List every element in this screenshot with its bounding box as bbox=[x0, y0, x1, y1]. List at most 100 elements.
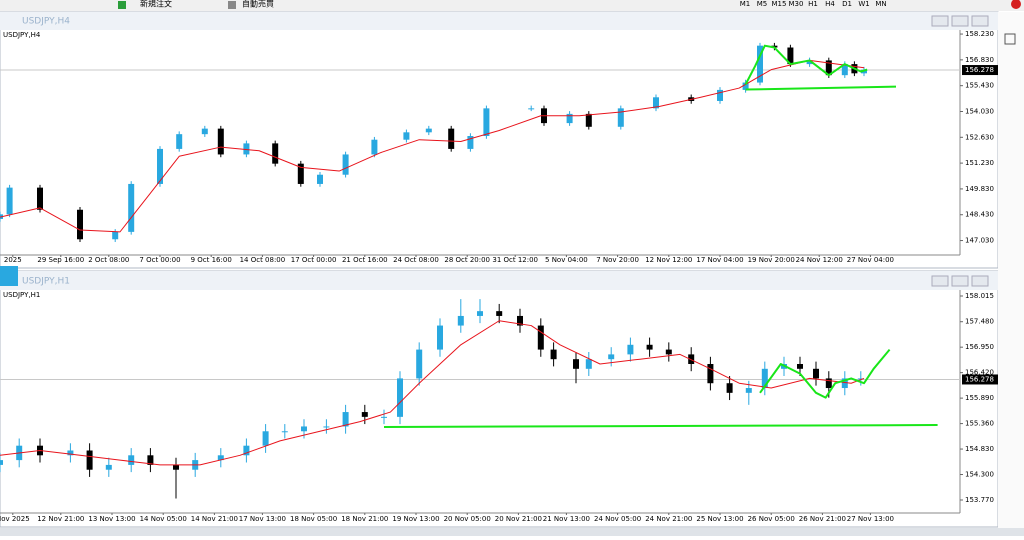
candle-body bbox=[787, 47, 794, 65]
timeframe[interactable]: M30 bbox=[789, 0, 804, 8]
alert-icon[interactable] bbox=[1011, 0, 1021, 9]
candle-body bbox=[403, 132, 410, 140]
candle-body bbox=[425, 128, 432, 133]
new-order[interactable]: 新規注文 bbox=[140, 0, 172, 9]
x-tick-label: 18 Nov 21:00 bbox=[341, 515, 388, 523]
y-tick-label: 154.030 bbox=[965, 107, 994, 115]
timeframe[interactable]: M5 bbox=[757, 0, 768, 8]
candle-body bbox=[301, 426, 307, 432]
x-tick-label: 24 Nov 21:00 bbox=[645, 515, 692, 523]
candle-body bbox=[457, 315, 464, 326]
window-h4 bbox=[0, 11, 999, 269]
x-tick-label: 7 Oct 00:00 bbox=[139, 256, 180, 264]
taskbar bbox=[0, 528, 1024, 536]
x-tick-label: 13 Nov 13:00 bbox=[88, 515, 135, 523]
y-tick-label: 156.950 bbox=[965, 343, 994, 351]
auto-trade[interactable]: 自動売買 bbox=[242, 0, 274, 9]
timeframe[interactable]: H4 bbox=[825, 0, 835, 8]
candle-body bbox=[857, 378, 864, 380]
candle-body bbox=[416, 349, 423, 379]
candle-body bbox=[281, 431, 288, 433]
candle-body bbox=[566, 113, 573, 124]
autotrade-icon[interactable] bbox=[228, 1, 236, 9]
candle-body bbox=[371, 139, 378, 155]
minimize[interactable] bbox=[931, 15, 949, 27]
timeframe[interactable]: H1 bbox=[808, 0, 818, 8]
window-title: USDJPY,H1 bbox=[22, 277, 70, 287]
y-tick-label: 154.300 bbox=[965, 471, 994, 479]
candle-body bbox=[342, 412, 349, 427]
timeframe[interactable]: M1 bbox=[740, 0, 751, 8]
y-tick-label: 155.890 bbox=[965, 394, 994, 402]
candle-body bbox=[437, 325, 443, 350]
x-tick-label: 20 Nov 21:00 bbox=[495, 515, 542, 523]
candle-body bbox=[361, 412, 368, 417]
candle-body bbox=[813, 368, 819, 379]
candle-body bbox=[841, 378, 848, 389]
candle-body bbox=[797, 364, 803, 369]
candle-body bbox=[573, 359, 579, 369]
candle-body bbox=[0, 460, 3, 465]
order-icon[interactable] bbox=[118, 1, 126, 9]
x-tick-label: 28 Oct 20:00 bbox=[444, 256, 490, 264]
current-price: 156.278 bbox=[965, 66, 994, 74]
candle-body bbox=[173, 464, 179, 470]
close[interactable] bbox=[971, 15, 989, 27]
minimize[interactable] bbox=[931, 275, 949, 287]
candle-body bbox=[128, 455, 135, 465]
candle-body bbox=[528, 108, 535, 110]
candle-body bbox=[381, 416, 387, 418]
y-tick-label: 148.430 bbox=[965, 211, 994, 219]
x-tick-label: Nov 2025 bbox=[0, 515, 30, 523]
timeframe[interactable]: W1 bbox=[858, 0, 869, 8]
x-tick-label: 21 Oct 16:00 bbox=[342, 256, 388, 264]
candle-body bbox=[112, 231, 119, 240]
y-tick-label: 151.230 bbox=[965, 159, 994, 167]
candle-body bbox=[496, 311, 503, 316]
candle-body bbox=[825, 378, 832, 389]
candle-body bbox=[448, 128, 455, 149]
candle-body bbox=[841, 64, 848, 76]
x-tick-label: 2 Oct 08:00 bbox=[88, 256, 129, 264]
candle-body bbox=[726, 383, 733, 393]
candle-body bbox=[665, 349, 672, 355]
candle-body bbox=[77, 209, 83, 240]
timeframe[interactable]: M15 bbox=[772, 0, 787, 8]
candle-body bbox=[467, 136, 474, 149]
moving-average bbox=[0, 320, 865, 466]
close[interactable] bbox=[971, 275, 989, 287]
timeframe[interactable]: D1 bbox=[842, 0, 852, 8]
side-tool[interactable] bbox=[0, 266, 18, 286]
toolbar: 新規注文 自動売買 bbox=[0, 0, 1024, 11]
x-tick-label: 21 Nov 13:00 bbox=[543, 515, 590, 523]
candle-body bbox=[397, 378, 403, 417]
x-tick-label: 24 Nov 12:00 bbox=[796, 256, 843, 264]
x-tick-label: 24 Oct 08:00 bbox=[393, 256, 439, 264]
candle-body bbox=[646, 344, 653, 350]
x-tick-label: 27 Nov 04:00 bbox=[847, 256, 894, 264]
titlebar-h1 bbox=[0, 271, 998, 290]
candle-body bbox=[201, 128, 208, 135]
candle-body bbox=[477, 311, 483, 316]
candle-body bbox=[806, 60, 813, 65]
maximize[interactable] bbox=[951, 275, 969, 287]
candle-body bbox=[550, 349, 557, 360]
x-tick-label: 25 Nov 13:00 bbox=[696, 515, 743, 523]
x-tick-label: 17 Nov 13:00 bbox=[239, 515, 286, 523]
x-tick-label: 26 Nov 05:00 bbox=[748, 515, 795, 523]
candle-body bbox=[627, 344, 634, 355]
candle-body bbox=[128, 183, 135, 232]
trend-drawing bbox=[383, 424, 938, 428]
y-tick-label: 157.480 bbox=[965, 318, 994, 326]
candle-body bbox=[323, 426, 330, 428]
current-price: 156.278 bbox=[965, 375, 994, 383]
candle-body bbox=[147, 455, 154, 465]
maximize[interactable] bbox=[951, 15, 969, 27]
grid-icon[interactable] bbox=[1004, 33, 1016, 45]
candle-body bbox=[653, 97, 659, 109]
x-tick-label: 19 Nov 20:00 bbox=[748, 256, 795, 264]
y-tick-label: 158.015 bbox=[965, 292, 994, 300]
timeframe[interactable]: MN bbox=[875, 0, 886, 8]
x-tick-label: 12 Nov 12:00 bbox=[645, 256, 692, 264]
